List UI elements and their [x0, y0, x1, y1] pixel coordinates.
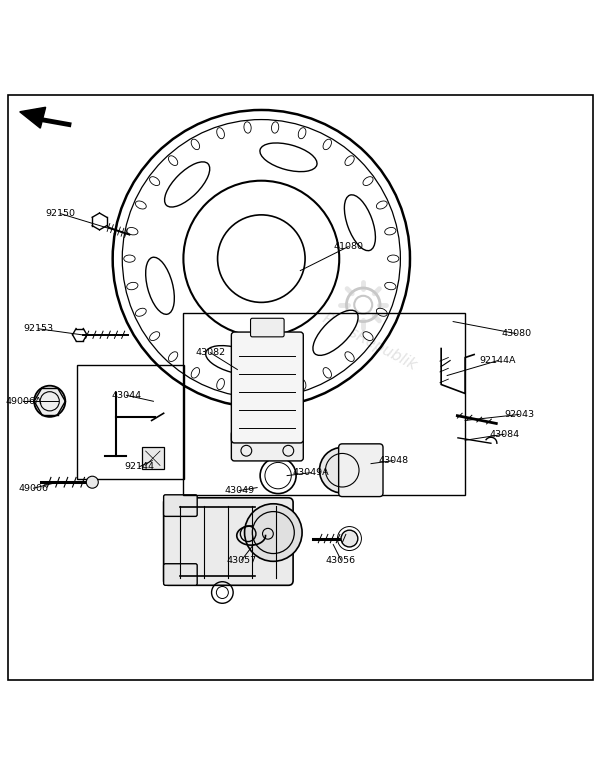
FancyBboxPatch shape — [164, 498, 293, 585]
FancyBboxPatch shape — [232, 431, 303, 461]
Ellipse shape — [313, 310, 358, 356]
Ellipse shape — [376, 308, 387, 316]
Text: 49006: 49006 — [19, 484, 49, 493]
Circle shape — [245, 504, 302, 561]
Text: 92144A: 92144A — [480, 356, 517, 365]
Text: 43044: 43044 — [112, 391, 142, 400]
Ellipse shape — [149, 332, 160, 340]
Ellipse shape — [191, 140, 200, 150]
Bar — [77, 365, 184, 479]
Text: 43049A: 43049A — [293, 468, 329, 477]
Ellipse shape — [136, 201, 146, 209]
Text: 43084: 43084 — [489, 430, 519, 439]
Text: 41080: 41080 — [333, 242, 363, 251]
Ellipse shape — [244, 122, 251, 133]
Circle shape — [341, 530, 358, 547]
Bar — [184, 312, 465, 495]
Ellipse shape — [323, 367, 331, 378]
Ellipse shape — [323, 140, 331, 150]
Text: 92150: 92150 — [46, 209, 76, 219]
Text: 92153: 92153 — [23, 324, 53, 333]
Ellipse shape — [388, 255, 399, 262]
Ellipse shape — [363, 177, 373, 185]
Ellipse shape — [206, 346, 263, 374]
Ellipse shape — [149, 177, 160, 185]
FancyBboxPatch shape — [164, 563, 197, 585]
FancyBboxPatch shape — [251, 319, 284, 337]
Ellipse shape — [260, 143, 317, 171]
Ellipse shape — [385, 228, 396, 235]
Ellipse shape — [191, 367, 200, 378]
Bar — [142, 447, 164, 469]
Text: 43080: 43080 — [501, 329, 531, 338]
Text: 49006A: 49006A — [5, 397, 41, 406]
Text: 92144: 92144 — [125, 462, 155, 471]
Ellipse shape — [217, 378, 224, 390]
Text: PartsRepublik: PartsRepublik — [319, 312, 419, 374]
Ellipse shape — [271, 122, 279, 133]
Circle shape — [319, 447, 365, 493]
Ellipse shape — [298, 128, 306, 139]
Ellipse shape — [344, 195, 376, 250]
Ellipse shape — [164, 162, 210, 207]
Ellipse shape — [124, 255, 135, 262]
Ellipse shape — [169, 352, 178, 361]
Polygon shape — [20, 107, 46, 128]
Ellipse shape — [385, 282, 396, 290]
Circle shape — [34, 386, 65, 417]
Ellipse shape — [298, 378, 306, 390]
Text: 43082: 43082 — [196, 348, 226, 357]
Ellipse shape — [271, 384, 279, 395]
Ellipse shape — [169, 156, 178, 166]
FancyBboxPatch shape — [338, 444, 383, 497]
Text: 43057: 43057 — [226, 556, 257, 565]
Text: 43048: 43048 — [378, 456, 408, 465]
FancyBboxPatch shape — [164, 494, 197, 516]
Ellipse shape — [146, 257, 175, 315]
FancyBboxPatch shape — [232, 332, 303, 443]
Circle shape — [86, 476, 98, 488]
Ellipse shape — [127, 282, 138, 290]
Ellipse shape — [244, 384, 251, 395]
Ellipse shape — [136, 308, 146, 316]
Ellipse shape — [345, 352, 354, 361]
Ellipse shape — [345, 156, 354, 166]
Ellipse shape — [217, 128, 224, 139]
Text: 43056: 43056 — [326, 556, 356, 565]
Text: 92043: 92043 — [504, 410, 534, 419]
Text: 43049: 43049 — [224, 486, 254, 495]
Ellipse shape — [363, 332, 373, 340]
Ellipse shape — [376, 201, 387, 209]
Ellipse shape — [127, 228, 138, 235]
